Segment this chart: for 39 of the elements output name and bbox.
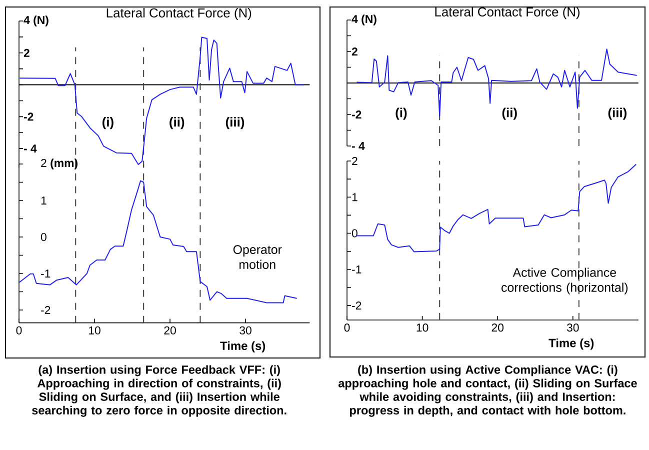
y-tick-label: 2 (352, 157, 358, 165)
x-tick-label: 20 (164, 326, 176, 334)
text: (b) Insertion using Active Compliance VAC: (i) approaching hole and contact, (ii) Sliding on Surface while avoiding constraints, (iii) and Insertion: progress in depth, and contact with hole bottom. (338, 365, 637, 417)
x-tick-label: 20 (492, 324, 504, 332)
y-tick-label: -2 (352, 302, 362, 310)
y-tick-label: 4 (N) (24, 16, 48, 26)
y-tick-label: -2 (41, 306, 50, 314)
annotation: Active Compliance corrections (horizontal) (502, 268, 628, 294)
y-tick-label: 2 (352, 48, 358, 56)
y-tick-label: 0 (352, 229, 358, 238)
y-tick-label: 1 (352, 193, 358, 202)
y-tick-label: - 4 (24, 144, 37, 153)
y-tick-label: -1 (41, 270, 50, 278)
y-tick-label: 1 (41, 196, 46, 204)
y-tick-label: - 4 (352, 142, 365, 150)
annotation: (i) (396, 108, 407, 120)
x-tick-label: 30 (240, 326, 252, 334)
annotation: (iii) (226, 117, 244, 130)
y-tick-label: -2 (352, 110, 362, 118)
x-tick-label: 10 (416, 324, 428, 332)
chart-title: Lateral Contact Force (N) (435, 6, 580, 20)
x-axis-title: Time (s) (220, 341, 266, 352)
annotation: Operator motion (233, 245, 282, 269)
y-tick-label: 4 (N) (352, 14, 376, 26)
annotation: (i) (102, 117, 114, 130)
chart-title: Lateral Contact Force (N) (106, 8, 252, 20)
y-tick-label: -1 (352, 265, 362, 274)
annotation: (ii) (502, 108, 517, 120)
x-tick-label: 0 (344, 324, 350, 332)
x-tick-label: 0 (16, 326, 22, 334)
x-tick-label: 10 (89, 326, 100, 334)
x-tick-label: 30 (566, 324, 579, 332)
annotation: (iii) (608, 108, 626, 120)
y-tick-label: 0 (40, 232, 46, 242)
text: (a) Insertion using Force Feedback VFF: (i) Approaching in direction of constraints, (ii) Sliding on Surface, and (iii) Insertion while searching to zero force in opposite direction. (32, 365, 286, 417)
annotation: (ii) (170, 117, 184, 130)
y-tick-label: 2 (24, 48, 30, 57)
y-tick-label: -2 (24, 112, 34, 121)
x-axis-title: Time (s) (548, 338, 594, 350)
